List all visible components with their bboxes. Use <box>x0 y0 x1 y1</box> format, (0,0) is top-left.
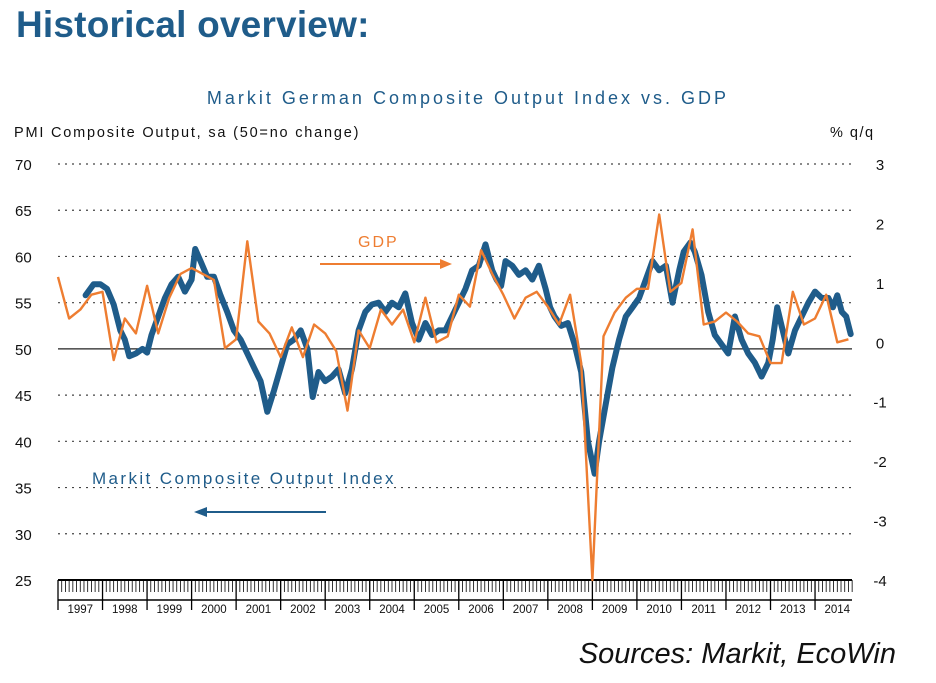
x-tick-label: 2010 <box>646 604 672 616</box>
right-tick-label: -3 <box>873 514 886 531</box>
left-tick-label: 60 <box>15 249 32 266</box>
x-tick-label: 1999 <box>157 604 183 616</box>
pmi-series <box>82 239 854 477</box>
x-tick-label: 1997 <box>67 604 93 616</box>
left-tick-label: 55 <box>15 296 32 313</box>
x-tick-label: 2003 <box>335 604 361 616</box>
x-tick-label: 2012 <box>735 604 761 616</box>
page-title: Historical overview: <box>16 4 370 45</box>
right-tick-label: -1 <box>873 395 886 412</box>
right-tick-label: 3 <box>876 157 884 174</box>
x-tick-label: 2000 <box>201 604 227 616</box>
x-tick-label: 2008 <box>557 604 583 616</box>
left-tick-label: 40 <box>15 434 32 451</box>
gdp-arrow-head <box>440 259 452 269</box>
left-tick-label: 35 <box>15 481 32 498</box>
left-axis-ticks: 70 65 60 55 50 45 40 35 30 25 <box>15 157 32 590</box>
x-tick-label: 2006 <box>468 604 494 616</box>
x-tick-label: 2005 <box>424 604 450 616</box>
pmi-line <box>82 239 854 477</box>
annotations: GDP Markit Composite Output Index <box>92 234 452 517</box>
right-tick-label: 1 <box>876 276 884 293</box>
left-tick-label: 65 <box>15 203 32 220</box>
right-tick-label: 0 <box>876 335 884 352</box>
chart-title: Markit German Composite Output Index vs.… <box>206 88 730 108</box>
right-tick-label: -2 <box>873 454 886 471</box>
x-tick-label: 2001 <box>246 604 272 616</box>
x-tick-label: 2009 <box>602 604 628 616</box>
gdp-series <box>56 213 849 582</box>
right-axis-ticks: 3 2 1 0 -1 -2 -3 -4 <box>873 157 886 590</box>
left-axis-label: PMI Composite Output, sa (50=no change) <box>14 125 361 141</box>
left-tick-label: 25 <box>15 573 32 590</box>
right-tick-label: 2 <box>876 216 884 233</box>
pmi-arrow-head <box>194 507 207 517</box>
source-note: Sources: Markit, EcoWin <box>578 638 896 670</box>
x-tick-label: 2007 <box>513 604 539 616</box>
gdp-annotation-label: GDP <box>358 234 399 251</box>
left-tick-label: 50 <box>15 342 32 359</box>
x-tick-label: 2013 <box>780 604 806 616</box>
left-tick-label: 45 <box>15 388 32 405</box>
x-tick-label: 2014 <box>825 604 851 616</box>
pmi-annotation-label: Markit Composite Output Index <box>92 469 396 488</box>
x-tick-label: 2002 <box>290 604 316 616</box>
right-tick-label: -4 <box>873 573 886 590</box>
x-tick-label: 2011 <box>691 604 716 616</box>
x-tick-label: 1998 <box>112 604 138 616</box>
left-tick-label: 30 <box>15 527 32 544</box>
left-tick-label: 70 <box>15 157 32 174</box>
x-tick-label: 2004 <box>379 604 405 616</box>
gdp-line <box>56 213 849 582</box>
x-axis: 1997 1998 1999 2000 2001 2002 2003 2004 2005 2006… <box>57 579 853 616</box>
right-axis-label: % q/q <box>830 125 875 141</box>
